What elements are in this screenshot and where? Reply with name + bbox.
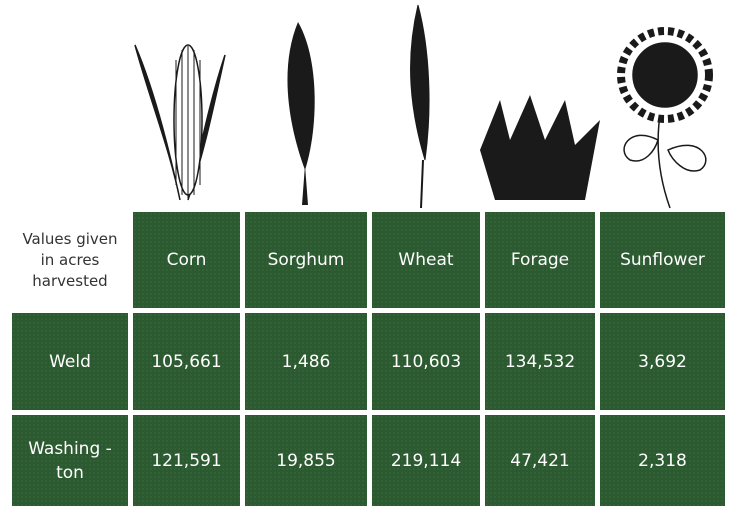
row-header: Washing -ton: [12, 415, 128, 506]
table-cell: 1,486: [245, 313, 367, 410]
corn-illustration: [135, 45, 225, 200]
column-header: Corn: [133, 212, 240, 308]
table-cell: 110,603: [372, 313, 480, 410]
table-cell: 2,318: [600, 415, 725, 506]
column-header: Sunflower: [600, 212, 725, 308]
page: Values given in acres harvested Corn Sor…: [0, 0, 729, 508]
table-cell: 3,692: [600, 313, 725, 410]
wheat-illustration: [411, 5, 429, 208]
table-cell: 134,532: [485, 313, 595, 410]
table-cell: 105,661: [133, 313, 240, 410]
table-cell: 219,114: [372, 415, 480, 506]
column-header: Forage: [485, 212, 595, 308]
row-header: Weld: [12, 313, 128, 410]
column-header: Wheat: [372, 212, 480, 308]
sorghum-illustration: [287, 22, 314, 205]
crop-illustrations: [0, 0, 729, 212]
table-cell: 47,421: [485, 415, 595, 506]
forage-illustration: [480, 95, 600, 200]
crop-table: Values given in acres harvested Corn Sor…: [12, 212, 725, 506]
table-corner: Values given in acres harvested: [12, 212, 128, 308]
sunflower-illustration: [621, 31, 709, 208]
table-cell: 121,591: [133, 415, 240, 506]
column-header: Sorghum: [245, 212, 367, 308]
table-cell: 19,855: [245, 415, 367, 506]
